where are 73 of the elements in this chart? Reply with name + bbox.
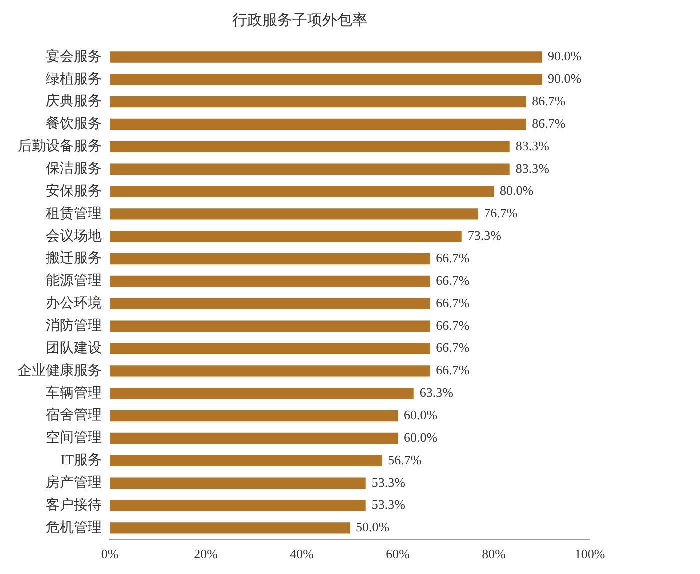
data-label: 66.7% [436,250,470,266]
bar [110,320,430,332]
bar [110,388,414,400]
x-tick-label: 0% [101,546,119,562]
bar [110,522,350,534]
data-label: 66.7% [436,295,470,310]
y-tick-label: 空间管理 [46,430,102,446]
data-label: 73.3% [468,228,502,244]
bar [110,366,430,377]
y-tick-label: 庆典服务 [46,94,102,110]
x-tick-label: 20% [194,546,218,562]
data-label: 90.0% [548,71,582,86]
data-label: 63.3% [420,385,454,400]
y-tick-label: 绿植服务 [46,71,102,88]
y-tick-label: 后勤设备服务 [18,138,102,155]
data-label: 90.0% [548,48,582,64]
y-tick-label: 宿舍管理 [46,408,102,424]
data-label: 80.0% [500,183,534,198]
bar [110,455,382,467]
data-label: 76.7% [484,206,518,221]
data-label: 60.0% [404,430,438,445]
y-tick-label: 消防管理 [46,318,102,334]
y-tick-label: 车辆管理 [46,385,102,402]
data-label: 66.7% [436,318,470,333]
bar [110,343,430,354]
data-label: 60.0% [404,407,438,422]
y-tick-label: 会议场地 [46,228,102,244]
y-tick-label: 保洁服务 [46,161,102,178]
bar [110,96,526,108]
y-tick-label: 企业健康服务 [18,362,102,379]
data-label: 66.7% [436,362,470,378]
y-tick-label: 能源管理 [46,273,102,290]
x-tick-label: 60% [386,546,410,562]
y-tick-label: IT服务 [60,452,102,469]
data-label: 86.7% [532,93,566,108]
data-label: 53.3% [372,497,406,512]
x-tick-label: 100% [574,546,606,562]
y-tick-label: 餐饮服务 [46,116,102,132]
x-tick-label: 40% [290,546,314,562]
bar [110,298,430,310]
bar [110,432,398,444]
y-tick-label: 搬迁服务 [46,250,102,267]
y-tick-label: 客户接待 [46,497,102,514]
y-tick-label: 团队建设 [46,340,102,356]
bar [110,164,510,175]
bar [110,186,494,198]
y-tick-label: 安保服务 [46,183,102,200]
bar [110,141,510,153]
bar [110,74,542,86]
y-tick-label: 危机管理 [46,520,102,536]
bar [110,253,430,265]
y-tick-label: 办公环境 [46,296,102,312]
data-label: 50.0% [356,520,390,535]
bar [110,231,462,242]
bar [110,52,542,63]
y-tick-label: 宴会服务 [46,48,102,65]
bar [110,118,526,130]
data-label: 86.7% [532,116,566,131]
data-label: 83.3% [516,160,550,176]
x-tick-label: 80% [482,546,506,562]
bar [110,208,478,220]
data-label: 66.7% [436,340,470,356]
data-label: 53.3% [372,474,406,490]
data-label: 66.7% [436,272,470,288]
chart-title: 行政服务子项外包率 [232,12,368,29]
bar [110,478,366,489]
data-label: 56.7% [388,452,422,468]
y-tick-label: 房产管理 [46,475,102,492]
data-label: 83.3% [516,138,550,154]
bar [110,500,366,512]
y-tick-label: 租赁管理 [46,206,102,222]
bar [110,410,398,422]
bar [110,276,430,288]
